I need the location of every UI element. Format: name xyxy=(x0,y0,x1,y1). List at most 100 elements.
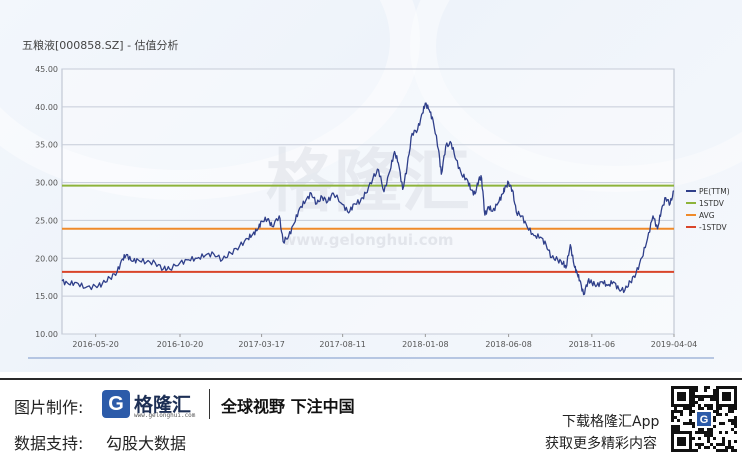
qr-module xyxy=(701,398,704,401)
qr-module xyxy=(683,407,686,410)
qr-module xyxy=(701,395,704,398)
qr-module xyxy=(674,410,677,413)
qr-module xyxy=(686,407,689,410)
qr-module xyxy=(713,410,716,413)
qr-module xyxy=(713,398,716,401)
y-tick-label: 15.00 xyxy=(35,292,58,301)
legend-label: PE(TTM) xyxy=(699,187,730,196)
qr-module xyxy=(731,428,734,431)
qr-module xyxy=(710,398,713,401)
qr-module xyxy=(701,407,704,410)
chart-legend: PE(TTM) 1STDV AVG -1STDV xyxy=(686,187,730,232)
legend-label: AVG xyxy=(699,211,715,220)
qr-module xyxy=(695,449,698,452)
qr-module xyxy=(692,386,695,389)
qr-module xyxy=(692,392,695,395)
qr-module xyxy=(728,446,731,449)
qr-module xyxy=(677,437,686,446)
qr-module xyxy=(698,428,701,431)
qr-module xyxy=(698,446,701,449)
qr-module xyxy=(734,425,737,428)
plot-axes: 10.00 15.00 20.00 25.00 30.00 35.00 40.00 45.00… xyxy=(28,65,714,359)
download-app-text[interactable]: 下载格隆汇App xyxy=(562,414,660,430)
more-content-text: 获取更多精彩内容 xyxy=(545,436,657,452)
qr-module xyxy=(677,419,680,422)
qr-module xyxy=(722,437,725,440)
qr-module xyxy=(697,412,711,426)
qr-module xyxy=(722,422,725,425)
qr-module xyxy=(722,443,725,446)
brand-name: 格隆汇 xyxy=(134,394,192,416)
qr-module xyxy=(710,431,713,434)
qr-module xyxy=(716,410,719,413)
x-tick-label: 2016-10-20 xyxy=(157,340,204,349)
qr-module xyxy=(716,407,719,410)
plot-lines xyxy=(61,102,675,296)
qr-module xyxy=(689,419,692,422)
qr-module xyxy=(734,416,737,419)
qr-module xyxy=(692,449,695,452)
qr-module xyxy=(695,443,698,446)
qr-module xyxy=(698,404,701,407)
qr-module xyxy=(689,407,692,410)
qr-module xyxy=(713,392,716,395)
qr-module xyxy=(728,419,731,422)
legend-label: 1STDV xyxy=(699,199,725,208)
watermark-url: www.gelonghui.com xyxy=(282,231,453,249)
qr-module xyxy=(701,443,704,446)
qr-module xyxy=(725,446,728,449)
qr-module xyxy=(674,416,677,419)
legend-label: -1STDV xyxy=(699,223,727,232)
qr-module xyxy=(734,449,737,452)
qr-module xyxy=(707,431,710,434)
qr-module xyxy=(671,428,674,431)
qr-module xyxy=(692,389,695,392)
qr-module xyxy=(692,425,695,428)
x-tick-label: 2018-11-06 xyxy=(569,340,616,349)
qr-module xyxy=(677,428,680,431)
made-by-label: 图片制作: xyxy=(14,398,84,417)
qr-module xyxy=(692,410,695,413)
qr-module xyxy=(698,398,701,401)
brand-url: www.gelonghui.com xyxy=(134,412,196,419)
plot-grid xyxy=(61,68,675,335)
qr-module xyxy=(707,395,710,398)
qr-module xyxy=(692,398,695,401)
qr-module xyxy=(692,422,695,425)
qr-module xyxy=(704,395,707,398)
qr-module xyxy=(731,449,734,452)
qr-code-icon[interactable]: G xyxy=(671,386,737,452)
qr-module xyxy=(677,392,686,401)
qr-module xyxy=(722,440,725,443)
y-tick-label: 40.00 xyxy=(35,103,58,112)
qr-module xyxy=(707,446,710,449)
footer-divider xyxy=(0,378,742,380)
qr-module xyxy=(689,422,692,425)
qr-module xyxy=(719,407,722,410)
qr-module xyxy=(713,446,716,449)
qr-module xyxy=(719,422,722,425)
x-tick-label: 2017-03-17 xyxy=(238,340,285,349)
qr-module xyxy=(710,434,713,437)
qr-module xyxy=(695,395,698,398)
qr-module xyxy=(704,386,707,389)
qr-module xyxy=(698,407,701,410)
qr-module xyxy=(674,407,677,410)
qr-module xyxy=(710,443,713,446)
qr-module xyxy=(719,443,722,446)
qr-module xyxy=(707,407,710,410)
qr-module xyxy=(710,407,713,410)
qr-module xyxy=(692,437,695,440)
qr-module xyxy=(719,413,722,416)
qr-module xyxy=(713,419,716,422)
qr-module xyxy=(728,440,731,443)
x-tick-label: 2018-06-08 xyxy=(485,340,532,349)
qr-module xyxy=(713,425,716,428)
qr-module xyxy=(677,410,680,413)
qr-module xyxy=(731,446,734,449)
x-tick-label: 2017-08-11 xyxy=(319,340,366,349)
qr-module xyxy=(686,422,689,425)
y-tick-label: 30.00 xyxy=(35,179,58,188)
qr-module xyxy=(695,431,698,434)
x-tick-label: 2018-01-08 xyxy=(402,340,449,349)
